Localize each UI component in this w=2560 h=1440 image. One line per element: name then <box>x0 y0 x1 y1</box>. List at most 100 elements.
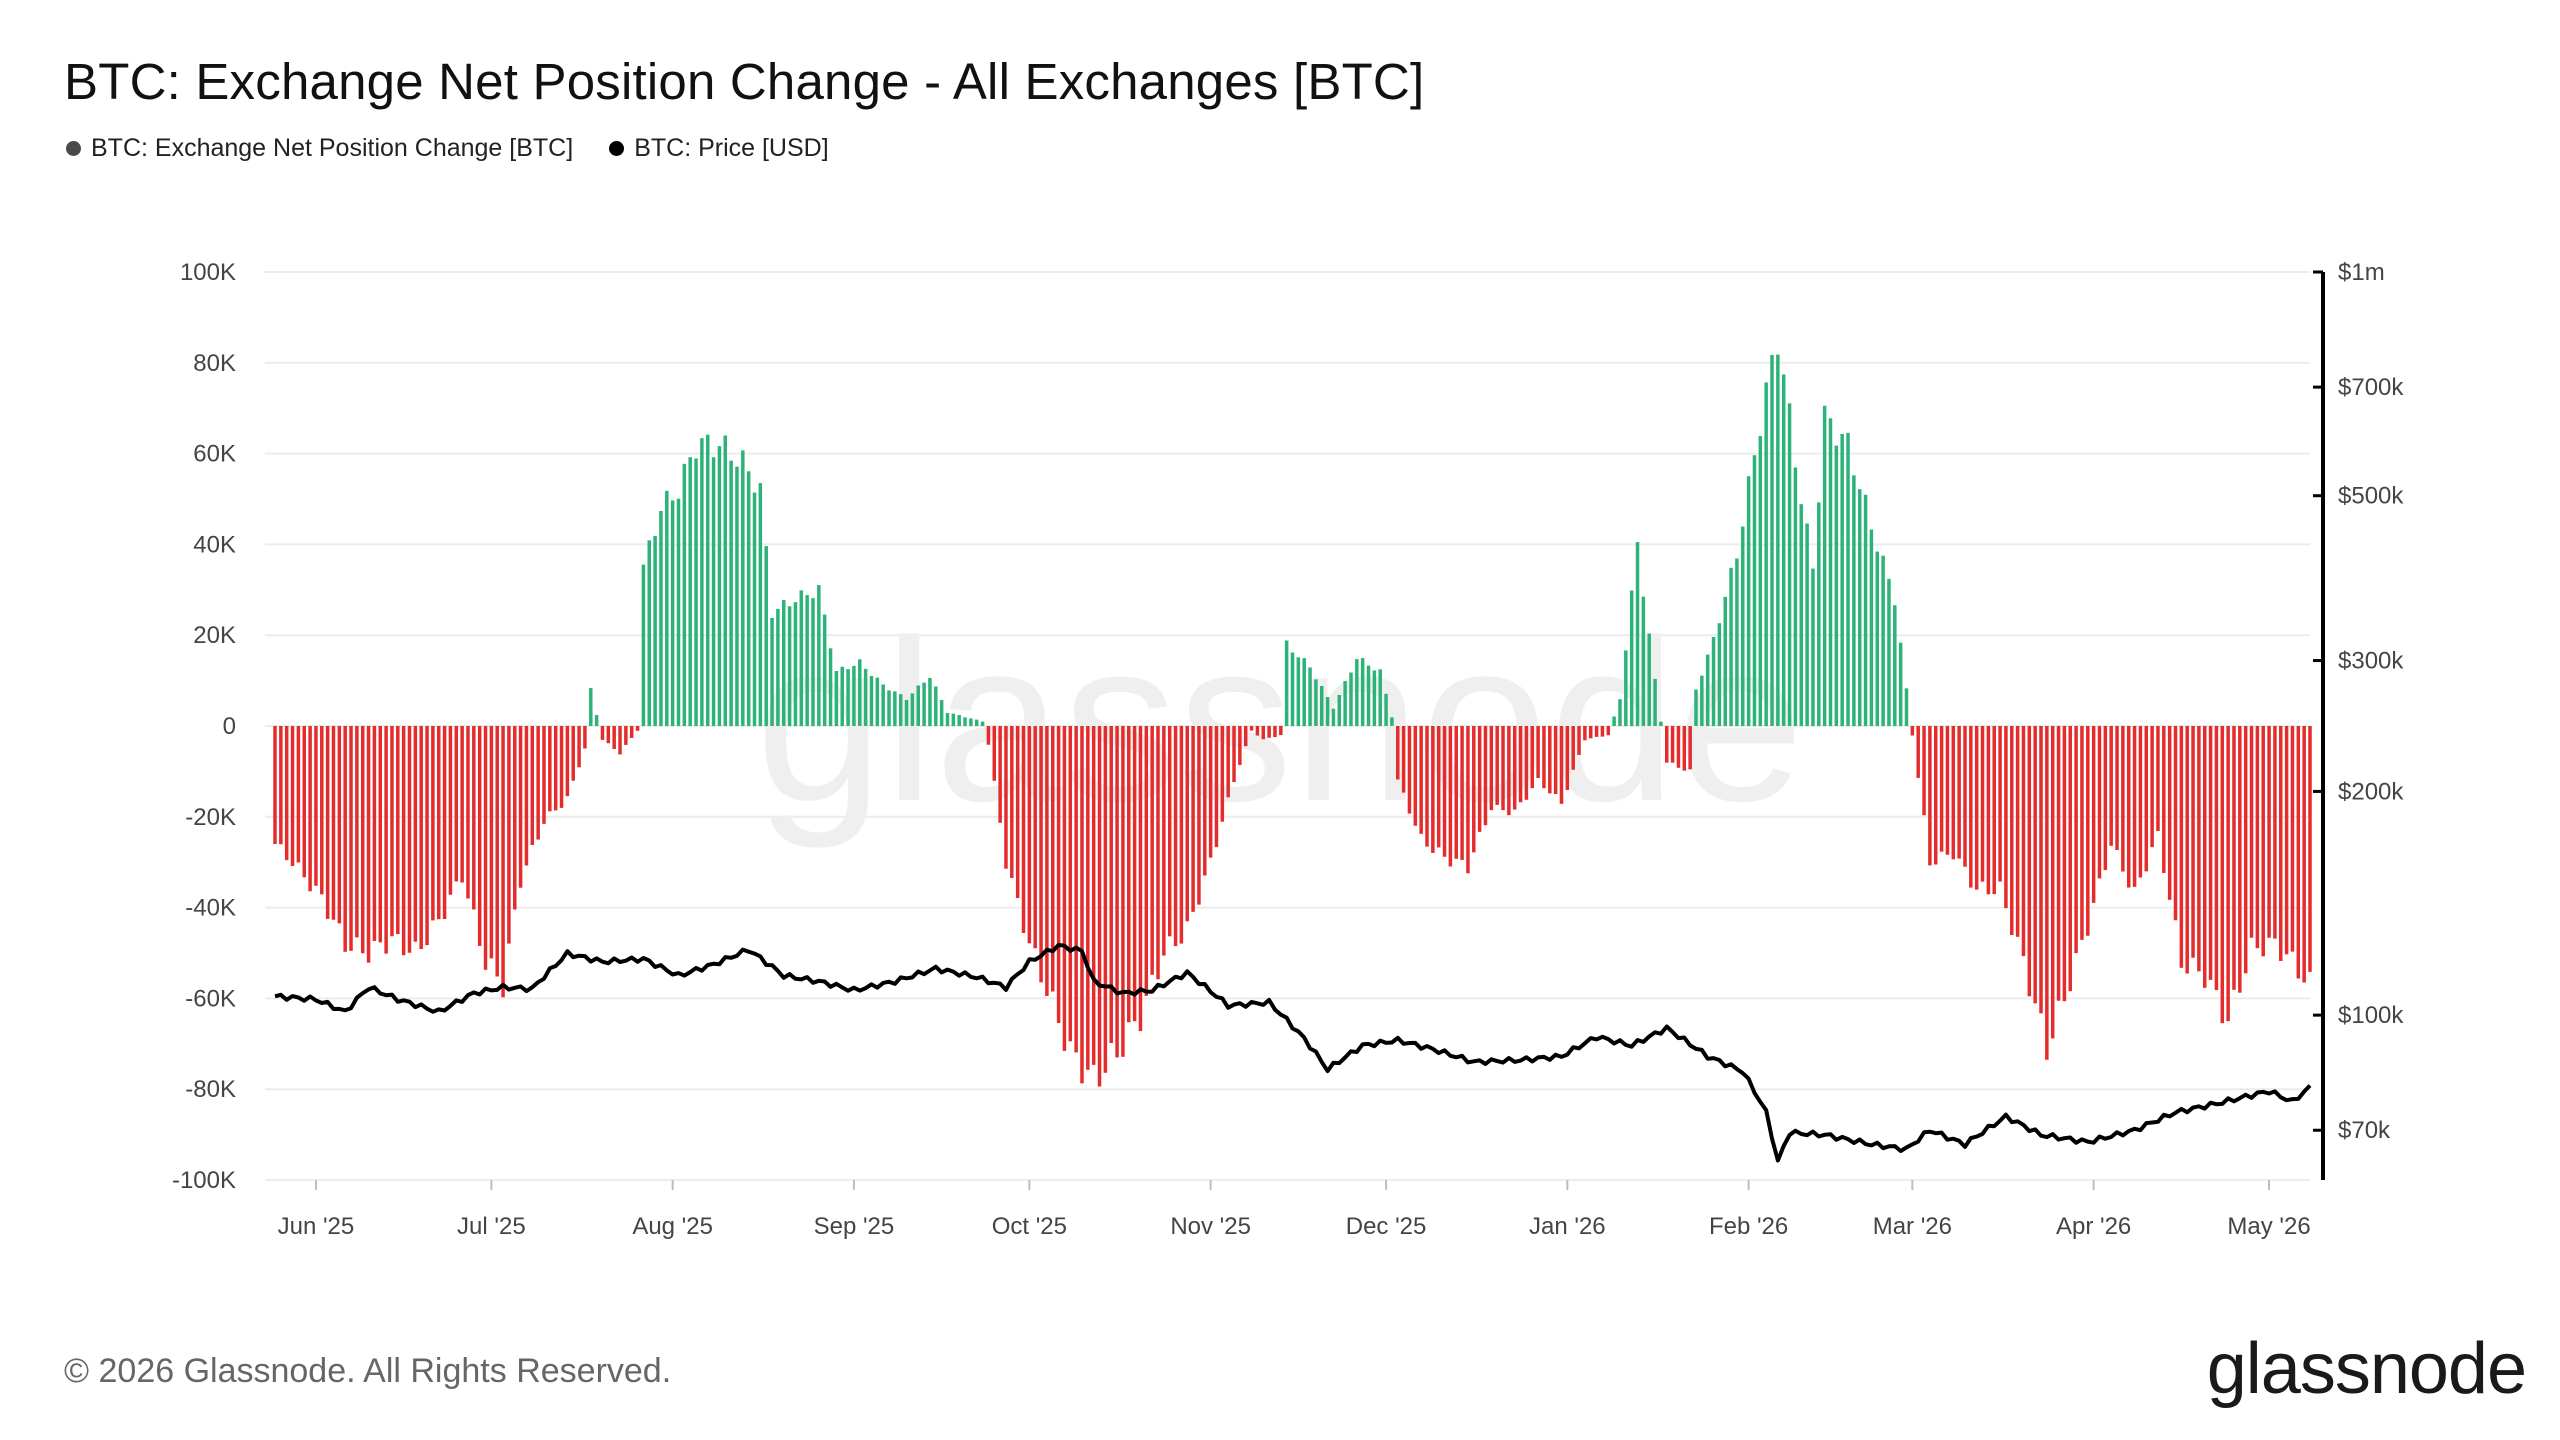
bar <box>787 606 792 726</box>
bar <box>1501 726 1505 811</box>
legend-dot-price <box>609 141 625 156</box>
bar <box>1360 658 1365 726</box>
bar <box>1267 726 1271 738</box>
bar <box>1050 726 1055 992</box>
bar <box>448 726 453 895</box>
bar <box>1425 726 1429 847</box>
bar <box>641 564 646 726</box>
bar <box>1764 382 1768 726</box>
bar <box>1103 726 1108 1073</box>
legend-item-net-position[interactable]: BTC: Exchange Net Position Change [BTC] <box>66 134 573 163</box>
bar <box>1355 659 1359 726</box>
bar <box>1419 726 1423 834</box>
bar <box>969 718 973 726</box>
bar <box>2156 726 2160 832</box>
bar <box>1302 658 1306 726</box>
bar <box>1284 640 1289 726</box>
bar <box>711 457 716 726</box>
bar <box>290 726 295 866</box>
bar <box>2004 726 2008 909</box>
bar <box>460 726 464 883</box>
bar <box>1512 726 1517 810</box>
bar <box>325 726 330 919</box>
bar <box>2074 726 2078 954</box>
bar <box>1413 726 1418 826</box>
x-tick-label: Feb '26 <box>1709 1213 1788 1240</box>
bar <box>378 726 383 943</box>
legend-item-price[interactable]: BTC: Price [USD] <box>609 134 829 163</box>
bar <box>553 726 558 811</box>
bar <box>1629 590 1634 726</box>
bar <box>401 726 406 956</box>
y-left-tick-label: -40K <box>185 895 236 922</box>
bar <box>2296 726 2301 979</box>
x-axis: Jun '25 Jul '25 Aug '25 Sep '25 Oct '25 Nov '… <box>278 1180 2311 1240</box>
bar <box>898 694 903 726</box>
bar <box>776 608 780 726</box>
bar <box>1986 726 1991 895</box>
bar <box>2015 726 2020 937</box>
bar <box>1735 558 1739 726</box>
bar <box>869 675 874 726</box>
bar <box>1290 652 1295 726</box>
bar <box>2033 726 2037 1004</box>
bar <box>1787 403 1792 726</box>
y-left-tick-label: -80K <box>185 1076 236 1103</box>
bar <box>1390 717 1394 726</box>
bar <box>875 677 880 726</box>
legend-label-net-position: BTC: Exchange Net Position Change [BTC] <box>91 134 574 162</box>
bar <box>1863 494 1868 726</box>
bar <box>741 450 745 726</box>
bar <box>2138 726 2143 878</box>
bar <box>2109 726 2113 846</box>
bar <box>589 688 593 726</box>
bar <box>1086 726 1090 1070</box>
bar <box>1431 726 1435 853</box>
bar <box>986 726 991 745</box>
bar <box>799 590 804 726</box>
bar <box>729 460 733 726</box>
bar <box>1396 726 1400 780</box>
bar <box>1296 657 1301 726</box>
x-tick-label: May '26 <box>2227 1213 2310 1240</box>
bar <box>974 719 979 726</box>
bar <box>571 726 575 781</box>
bar <box>360 726 365 954</box>
bar <box>1875 551 1880 726</box>
bar <box>583 726 587 749</box>
bar <box>1887 578 1891 726</box>
bar <box>472 726 476 910</box>
bar <box>442 726 447 919</box>
bar <box>705 434 710 726</box>
bar <box>1483 726 1488 826</box>
bar <box>2255 726 2260 949</box>
bar <box>2308 726 2312 972</box>
bar <box>1770 354 1774 726</box>
bar <box>916 685 920 726</box>
bar <box>1337 695 1342 726</box>
left-axis: 100K 80K 60K 40K 20K 0 -20K -40K -60K -80K -100K <box>172 259 236 1194</box>
bar <box>963 717 967 726</box>
bar <box>1238 726 1242 765</box>
bar <box>507 726 511 944</box>
bar <box>717 446 722 726</box>
bar <box>1741 526 1745 726</box>
bar <box>1682 726 1687 771</box>
bar <box>372 726 377 941</box>
bar <box>1805 523 1809 726</box>
bar <box>1571 726 1575 770</box>
bar <box>992 726 997 781</box>
bar <box>2068 726 2072 992</box>
bar <box>1308 667 1312 726</box>
bar <box>700 438 704 726</box>
bar <box>2039 726 2043 1014</box>
legend: BTC: Exchange Net Position Change [BTC] … <box>66 134 829 163</box>
bar <box>296 726 301 863</box>
bar <box>1881 555 1885 726</box>
bar <box>1273 726 1277 738</box>
bar <box>1548 726 1552 794</box>
bar <box>805 595 809 726</box>
bar <box>1261 726 1266 740</box>
bar <box>384 726 388 954</box>
